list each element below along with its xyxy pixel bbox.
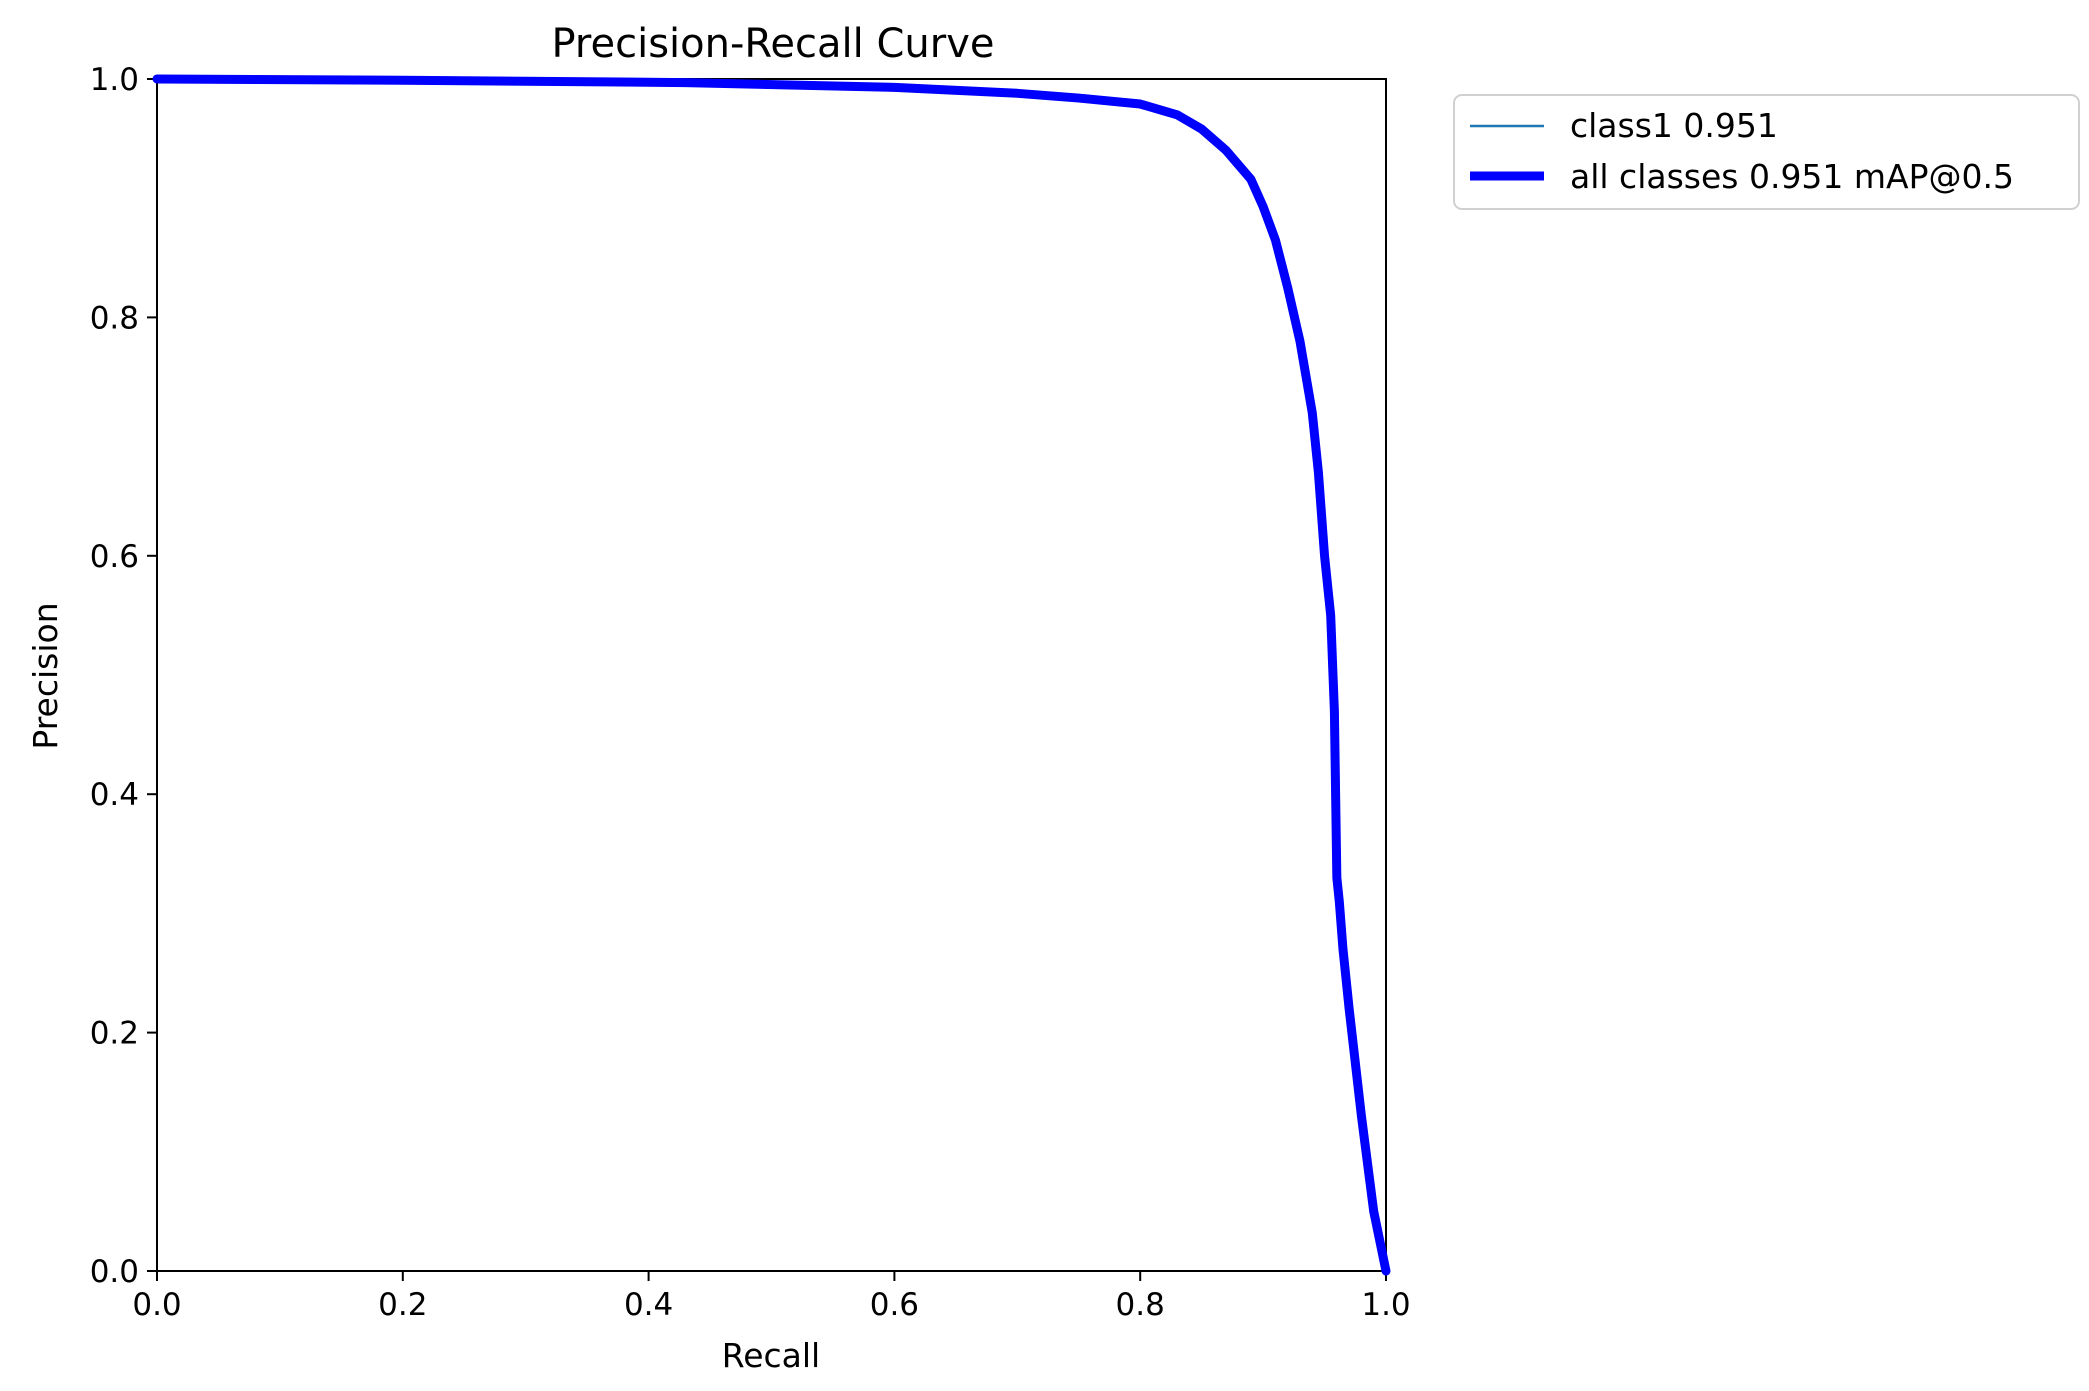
y-tick-label: 0.2 [90,1016,139,1052]
legend: class1 0.951 all classes 0.951 mAP@0.5 [1453,94,2080,210]
y-tick-label: 0.4 [90,777,139,813]
y-tick-label: 0.8 [90,300,139,336]
y-tick-label: 1.0 [90,62,139,98]
series-layer [152,74,1391,1276]
series-line-all-classes [152,74,1391,1276]
plot-area [156,78,1387,1272]
x-axis-label: Recall [722,1336,820,1375]
legend-box [1453,94,2080,210]
x-tick-label: 0.4 [624,1287,673,1323]
chart-title: Precision-Recall Curve [552,21,995,67]
y-axis-label: Precision [26,602,65,749]
x-tick-label: 0.6 [870,1287,919,1323]
x-tick-label: 0.2 [378,1287,427,1323]
x-axis-ticks: 0.0 0.2 0.4 0.6 0.8 1.0 [132,1271,1411,1323]
x-tick-label: 0.8 [1116,1287,1165,1323]
y-tick-label: 0.6 [90,539,139,575]
y-tick-label: 0.0 [90,1254,139,1290]
y-axis-ticks: 0.0 0.2 0.4 0.6 0.8 1.0 [90,62,157,1290]
legend-label-class1: class1 0.951 [1570,106,1778,145]
x-tick-label: 1.0 [1361,1287,1410,1323]
x-tick-label: 0.0 [132,1287,181,1323]
legend-label-all-classes: all classes 0.951 mAP@0.5 [1570,157,2014,196]
